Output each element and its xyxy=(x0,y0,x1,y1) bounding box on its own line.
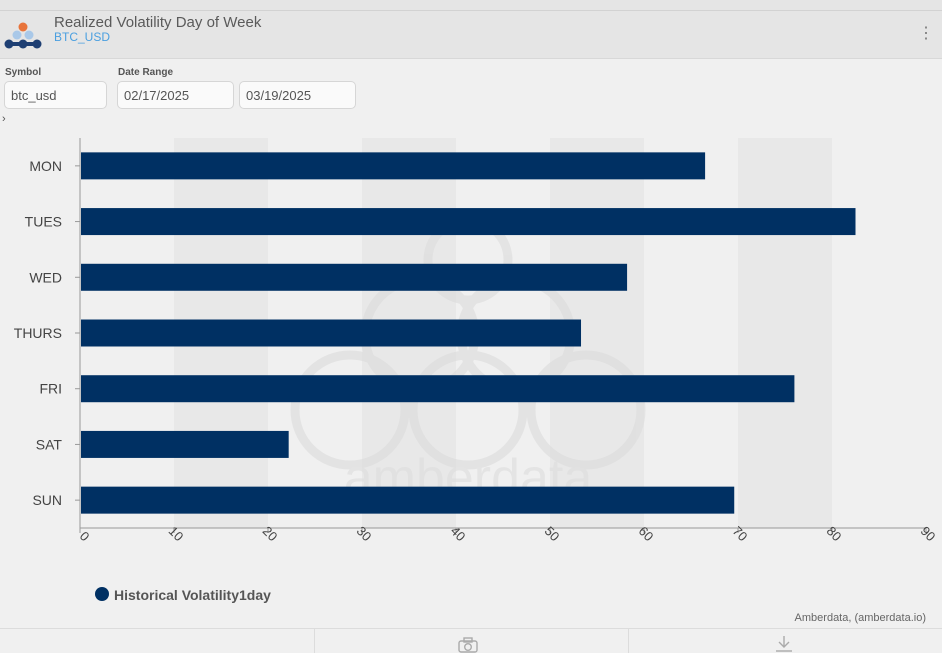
symbol-input[interactable]: btc_usd xyxy=(4,81,107,109)
date-range-label: Date Range xyxy=(118,67,174,78)
legend-marker xyxy=(95,587,109,601)
camera-icon[interactable] xyxy=(458,637,478,653)
source-credit: Amberdata, (amberdata.io) xyxy=(794,612,926,624)
bars xyxy=(81,152,856,514)
chart-title: Realized Volatility Day of Week xyxy=(54,14,262,31)
y-axis-labels: MON TUES WED THURS FRI SAT SUN xyxy=(14,158,63,508)
download-icon[interactable] xyxy=(774,635,794,653)
y-tick-label-sun: SUN xyxy=(32,492,62,508)
kebab-menu-icon[interactable]: ⋮ xyxy=(918,25,934,42)
legend-label: Historical Volatility1day xyxy=(114,587,271,603)
grid-band xyxy=(832,138,926,528)
bar-tues[interactable] xyxy=(81,208,856,236)
bar-sun[interactable] xyxy=(81,486,735,514)
x-tick-label: 0 xyxy=(77,528,93,544)
end-date-input[interactable]: 03/19/2025 xyxy=(239,81,356,109)
start-date-input[interactable]: 02/17/2025 xyxy=(117,81,234,109)
chart-header: Realized Volatility Day of Week BTC_USD … xyxy=(0,0,942,59)
y-tick-label-thurs: THURS xyxy=(14,325,62,341)
top-divider xyxy=(0,10,942,11)
symbol-label: Symbol xyxy=(5,67,42,78)
legend[interactable]: Historical Volatility1day xyxy=(95,587,271,603)
y-tick-label-mon: MON xyxy=(29,158,62,174)
chevron-right-icon[interactable]: › xyxy=(2,113,6,125)
bar-mon[interactable] xyxy=(81,152,706,180)
y-tick-label-tues: TUES xyxy=(25,214,62,230)
y-tick-label-wed: WED xyxy=(29,269,62,285)
grid-band xyxy=(644,138,738,528)
bottom-toolbar xyxy=(0,628,942,653)
toolbar-divider xyxy=(628,629,629,653)
y-tick-label-sat: SAT xyxy=(36,436,63,452)
bar-wed[interactable] xyxy=(81,263,628,291)
bar-thurs[interactable] xyxy=(81,319,582,347)
grid-band xyxy=(738,138,832,528)
y-tick-label-fri: FRI xyxy=(39,381,62,397)
bar-sat[interactable] xyxy=(81,430,289,458)
chart-subtitle: BTC_USD xyxy=(54,30,111,44)
axes xyxy=(75,138,927,533)
bar-fri[interactable] xyxy=(81,375,795,403)
amberdata-logo-icon xyxy=(4,22,42,49)
toolbar-divider xyxy=(314,629,315,653)
